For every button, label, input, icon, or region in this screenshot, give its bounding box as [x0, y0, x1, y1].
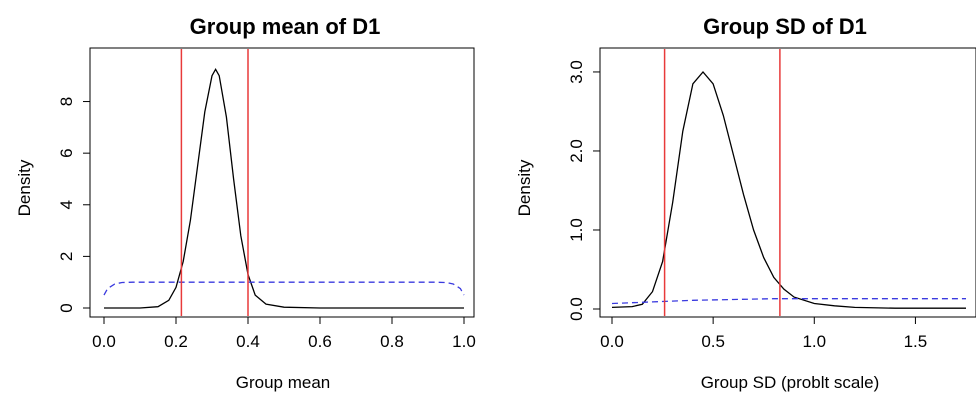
posterior-density-line: [104, 67, 464, 309]
panel-2-xlabel: Group SD (problt scale): [701, 373, 880, 392]
prior-density-line: [103, 281, 465, 296]
panel-1-xlabel: Group mean: [236, 373, 331, 392]
plot-frame: [599, 47, 976, 318]
x-tick-label: 0.2: [164, 332, 188, 351]
panel-group-sd: Group SD of D1 Density Group SD (problt …: [515, 14, 976, 392]
x-tick-label: 0.8: [380, 332, 404, 351]
y-tick-label: 4: [57, 200, 76, 209]
prior-density-line: [611, 298, 966, 305]
panel-1-ylabel: Density: [15, 159, 34, 216]
x-tick-label: 1.0: [802, 332, 826, 351]
y-tick-label: 3.0: [567, 60, 586, 84]
plot-frame: [89, 47, 475, 318]
y-tick-label: 1.0: [567, 218, 586, 242]
panel-2-ylabel: Density: [515, 159, 534, 216]
panel-2-plot-area: 0.0 0.5 1.0 1.5 0.0 1.0 2.0 3.0: [567, 47, 976, 351]
y-tick-label: 0.0: [567, 297, 586, 321]
x-tick-label: 1.0: [452, 332, 476, 351]
y-tick-label: 2: [57, 252, 76, 261]
y-tick-label: 6: [57, 148, 76, 157]
y-tick-label: 0: [57, 303, 76, 312]
plot-content: [103, 49, 465, 316]
panel-group-mean: Group mean of D1 Density Group mean 0.0 0…: [15, 14, 476, 392]
panel-1-plot-area: 0.0 0.2 0.4 0.6 0.8 1.0 0 2 4 6 8: [57, 47, 476, 351]
plot-content: [611, 49, 966, 316]
x-tick-label: 0.4: [236, 332, 260, 351]
panel-2-title: Group SD of D1: [703, 14, 867, 39]
x-tick-label: 0.0: [600, 332, 624, 351]
x-tick-label: 1.5: [904, 332, 928, 351]
x-tick-label: 0.0: [92, 332, 116, 351]
posterior-density-line: [611, 71, 966, 309]
y-tick-label: 8: [57, 97, 76, 106]
y-tick-label: 2.0: [567, 139, 586, 163]
x-tick-label: 0.5: [701, 332, 725, 351]
panel-1-title: Group mean of D1: [190, 14, 381, 39]
x-tick-label: 0.6: [308, 332, 332, 351]
